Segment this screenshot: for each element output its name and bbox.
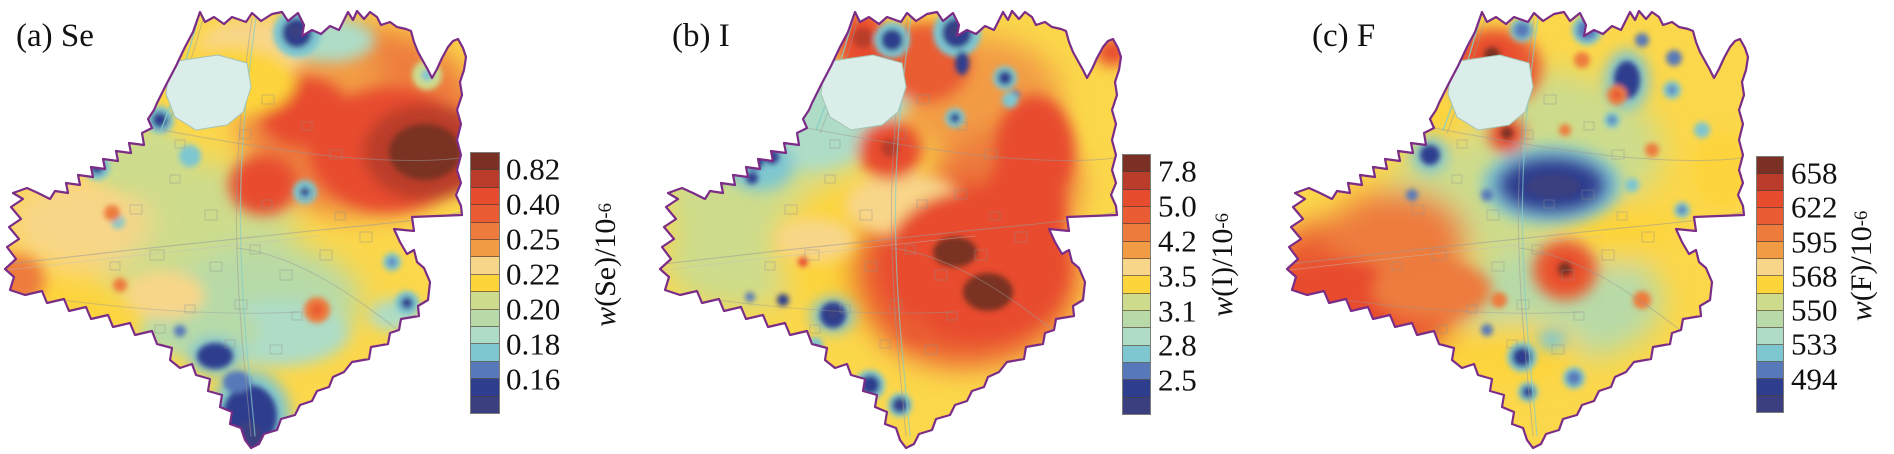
colorbar-segment xyxy=(1757,395,1783,412)
colorbar-segment xyxy=(471,240,499,258)
colorbar-tick-label: 2.8 xyxy=(1158,327,1197,363)
axis-quantity-symbol: w xyxy=(589,306,622,327)
colorbar-segment xyxy=(471,396,499,414)
colorbar-segment xyxy=(471,361,499,380)
axis-separator: / xyxy=(1206,258,1239,267)
colorbar-segment xyxy=(1757,259,1783,277)
colorbar-segment xyxy=(471,274,499,293)
colorbar-tick-label: 0.40 xyxy=(506,186,561,222)
colorbar-tick-label: 0.16 xyxy=(506,361,561,397)
panel-title-a: (a) Se xyxy=(16,18,94,54)
colorbar-tick-label: 550 xyxy=(1791,292,1838,328)
colorbar-segment xyxy=(1757,208,1783,226)
colorbar-tick-label: 658 xyxy=(1791,155,1838,191)
colorbar-segment xyxy=(471,222,499,241)
colorbar-segment xyxy=(471,309,499,328)
colorbar-tick-label: 568 xyxy=(1791,258,1838,294)
axis-quantity-symbol: w xyxy=(1206,296,1239,317)
colorbar-segment xyxy=(471,257,499,275)
colorbar-axis-label-se: w (Se) / 10 -6 xyxy=(589,203,622,327)
se-contour-blobs xyxy=(5,11,466,448)
colorbar-segment xyxy=(1123,397,1150,414)
colorbar-segment xyxy=(471,379,499,397)
colorbar-tick-label: 3.1 xyxy=(1158,293,1197,329)
map-f xyxy=(1285,9,1750,450)
colorbar-segment xyxy=(471,327,499,345)
colorbar-tick-label: 622 xyxy=(1791,189,1838,225)
map-se xyxy=(3,9,468,450)
colorbar-segment xyxy=(1123,328,1150,346)
panel-title-c: (c) F xyxy=(1312,18,1376,54)
axis-element: (F) xyxy=(1845,264,1878,302)
colorbar-segment xyxy=(1123,224,1150,242)
colorbar-segment xyxy=(1757,310,1783,328)
colorbar-segment xyxy=(1123,189,1150,207)
colorbar-segment xyxy=(1757,242,1783,260)
axis-base: 10 xyxy=(1845,226,1878,257)
colorbar-axis-label-i: w (I) / 10 -6 xyxy=(1206,213,1239,317)
colorbar-segment xyxy=(471,187,499,206)
colorbar-segment xyxy=(1757,191,1783,209)
axis-separator: / xyxy=(589,248,622,257)
colorbar-segment xyxy=(1757,225,1783,243)
colorbar-tick-label: 2.5 xyxy=(1158,362,1197,398)
axis-element: (I) xyxy=(1206,266,1239,297)
axis-base: 10 xyxy=(1206,228,1239,259)
colorbar-segment xyxy=(471,344,499,362)
colorbar-segment xyxy=(1123,362,1150,381)
axis-base: 10 xyxy=(589,218,622,249)
colorbar-tick-label: 3.5 xyxy=(1158,258,1197,294)
colorbar-segment xyxy=(1123,310,1150,329)
colorbar-segment xyxy=(1123,258,1150,277)
axis-separator: / xyxy=(1845,256,1878,265)
colorbar-tick-label: 0.82 xyxy=(506,151,561,187)
colorbar-tick-label: 0.20 xyxy=(506,291,561,327)
colorbar-tick-label: 494 xyxy=(1791,361,1838,397)
colorbar-segment xyxy=(1123,276,1150,294)
colorbar-tick-label: 4.2 xyxy=(1158,223,1197,259)
colorbar-axis-label-f: w (F) / 10 -6 xyxy=(1845,210,1878,322)
map-i xyxy=(658,9,1123,450)
i-contour-blobs xyxy=(663,11,1121,436)
colorbar-segment xyxy=(471,205,499,223)
colorbar-segment xyxy=(1757,327,1783,345)
colorbar-tick-label: 0.25 xyxy=(506,221,561,257)
colorbar-segment xyxy=(1757,157,1783,175)
colorbar-segment xyxy=(471,292,499,310)
colorbar-segment xyxy=(471,170,499,188)
colorbar-tick-label: 0.22 xyxy=(506,256,561,292)
axis-element: (Se) xyxy=(589,256,622,307)
colorbar-segment xyxy=(1757,378,1783,396)
colorbar-segment xyxy=(1757,276,1783,294)
colorbar-tick-label: 595 xyxy=(1791,224,1838,260)
colorbar-segment xyxy=(1123,293,1150,311)
colorbar-segment xyxy=(1123,172,1150,190)
colorbar-segment xyxy=(1757,293,1783,311)
colorbar-segment xyxy=(1123,206,1150,225)
axis-quantity-symbol: w xyxy=(1845,301,1878,322)
colorbar-segment xyxy=(1757,174,1783,192)
colorbar-se-bar xyxy=(470,152,500,414)
colorbar-segment xyxy=(1757,344,1783,362)
colorbar-tick-label: 0.18 xyxy=(506,326,561,362)
colorbar-f-bar xyxy=(1756,156,1784,413)
colorbar-tick-label: 7.8 xyxy=(1158,153,1197,189)
panel-title-b: (b) I xyxy=(672,18,730,54)
colorbar-segment xyxy=(1123,380,1150,398)
colorbar-tick-label: 533 xyxy=(1791,326,1838,362)
colorbar-tick-label: 5.0 xyxy=(1158,188,1197,224)
colorbar-segment xyxy=(1123,345,1150,363)
colorbar-segment xyxy=(471,153,499,171)
colorbar-segment xyxy=(1123,241,1150,259)
colorbar-segment xyxy=(1757,361,1783,379)
colorbar-segment xyxy=(1123,155,1150,173)
colorbar-i-bar xyxy=(1122,154,1151,415)
